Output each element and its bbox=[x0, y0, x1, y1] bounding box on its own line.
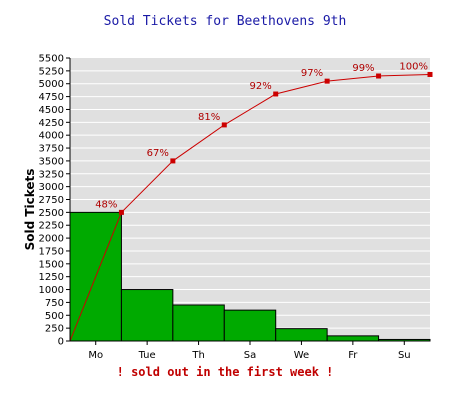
y-tick-label: 3250 bbox=[39, 169, 64, 180]
y-tick-label: 0 bbox=[58, 337, 64, 348]
y-tick-label: 2750 bbox=[39, 195, 64, 206]
bar-Tue bbox=[120, 289, 174, 342]
cumulative-label: 97% bbox=[301, 68, 323, 79]
x-tick-label: We bbox=[294, 350, 309, 361]
y-axis-label: Sold Tickets bbox=[23, 169, 37, 251]
chart-title: Sold Tickets for Beethovens 9th bbox=[104, 14, 347, 29]
y-tick-label: 750 bbox=[45, 298, 64, 309]
cumulative-point bbox=[376, 73, 382, 79]
cumulative-label: 81% bbox=[198, 112, 220, 123]
cumulative-label: 67% bbox=[147, 148, 169, 159]
y-tick-label: 5000 bbox=[39, 79, 64, 90]
cumulative-point bbox=[118, 209, 124, 215]
y-tick-label: 1500 bbox=[39, 259, 64, 270]
y-tick-label: 2250 bbox=[39, 221, 64, 232]
y-tick-label: 1750 bbox=[39, 246, 64, 257]
x-tick-label: Sa bbox=[244, 350, 256, 361]
cumulative-point bbox=[221, 122, 227, 128]
x-tick-label: Tue bbox=[138, 350, 156, 361]
x-tick-label: Th bbox=[191, 350, 204, 361]
y-tick-label: 3500 bbox=[39, 156, 64, 167]
y-tick-label: 500 bbox=[45, 311, 64, 322]
x-tick-label: Mo bbox=[88, 350, 103, 361]
x-tick-label: Fr bbox=[348, 350, 358, 361]
bar-Fr bbox=[326, 335, 380, 342]
y-tick-label: 4750 bbox=[39, 92, 64, 103]
cumulative-point bbox=[427, 71, 433, 77]
x-tick-labels: Mo Tue Th Sa We Fr Su bbox=[88, 350, 410, 361]
y-tick-label: 1250 bbox=[39, 272, 64, 283]
y-tick-label: 4000 bbox=[39, 131, 64, 142]
cumulative-label: 100% bbox=[399, 61, 428, 72]
bar-We bbox=[275, 328, 328, 342]
y-tick-label: 2000 bbox=[39, 234, 64, 245]
cumulative-label: 48% bbox=[95, 199, 117, 210]
y-tick-label: 5500 bbox=[39, 54, 64, 65]
y-tick-label: 4250 bbox=[39, 118, 64, 129]
y-tick-label: 250 bbox=[45, 324, 64, 335]
cumulative-label: 92% bbox=[249, 81, 271, 92]
cumulative-point bbox=[324, 78, 330, 84]
x-tick-label: Su bbox=[398, 350, 411, 361]
axes bbox=[66, 57, 430, 345]
y-tick-label: 3750 bbox=[39, 144, 64, 155]
bar-Th bbox=[172, 304, 225, 342]
x-axis-note: ! sold out in the first week ! bbox=[117, 365, 334, 379]
cumulative-point bbox=[170, 158, 176, 164]
y-tick-label: 5250 bbox=[39, 66, 64, 77]
y-tick-label: 2500 bbox=[39, 208, 64, 219]
y-tick-label: 1000 bbox=[39, 285, 64, 296]
y-tick-label: 3000 bbox=[39, 182, 64, 193]
bar-Sa bbox=[223, 309, 277, 342]
y-tick-label: 4500 bbox=[39, 105, 64, 116]
cumulative-point bbox=[273, 91, 279, 97]
cumulative-label: 99% bbox=[352, 63, 374, 74]
cumulative-line-path bbox=[69, 73, 431, 342]
cumulative-line: 48% 67% 81% 92% 97% 99% 100% bbox=[69, 61, 433, 342]
